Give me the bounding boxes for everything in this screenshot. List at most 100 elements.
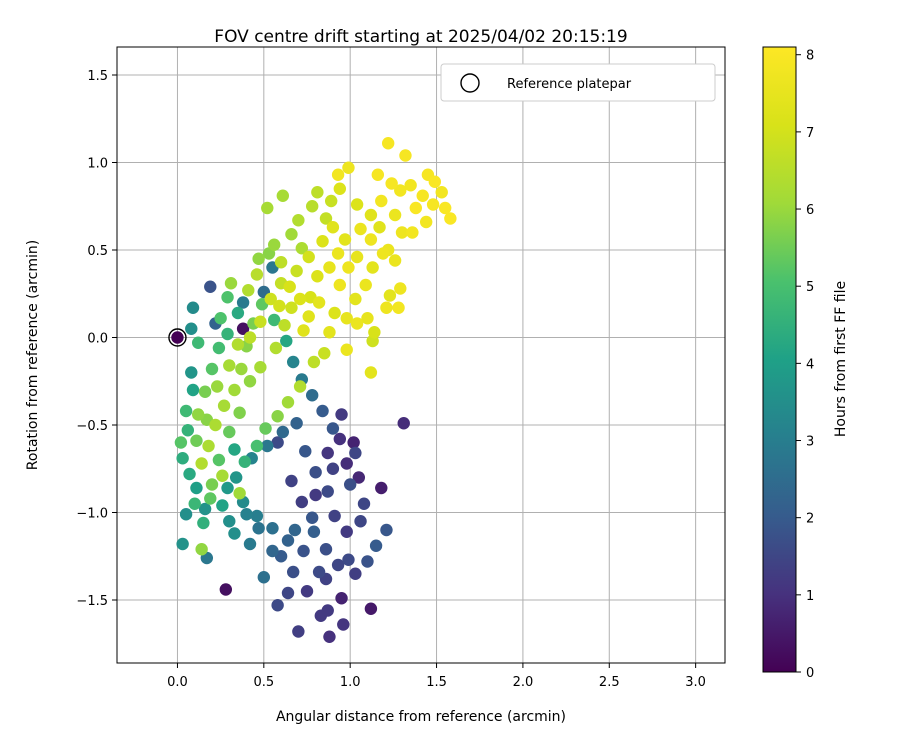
scatter-point <box>326 422 340 435</box>
scatter-point <box>305 200 319 213</box>
scatter-point <box>435 186 448 199</box>
scatter-point <box>376 247 390 260</box>
scatter-point <box>283 280 296 293</box>
colorbar-gradient <box>762 46 797 673</box>
scatter-point <box>319 212 333 225</box>
scatter-point <box>269 341 283 355</box>
scatter-point <box>235 362 248 376</box>
scatter-point <box>229 471 243 484</box>
scatter-point <box>261 439 274 453</box>
scatter-point <box>331 168 345 181</box>
scatter-point <box>212 453 226 467</box>
scatter-point <box>302 250 315 264</box>
scatter-point <box>326 221 340 234</box>
scatter-point <box>323 326 336 339</box>
scatter-point <box>210 380 224 393</box>
scatter-point <box>388 208 402 222</box>
scatter-point <box>267 238 281 251</box>
scatter-point <box>324 194 338 208</box>
scatter-point <box>299 445 312 458</box>
x-tick-label: 2.0 <box>513 675 534 690</box>
scatter-point <box>219 583 233 596</box>
scatter-point <box>223 425 236 439</box>
x-axis-label: Angular distance from reference (arcmin) <box>276 709 566 725</box>
colorbar-label: Hours from first FF file <box>833 281 849 437</box>
scatter-point <box>257 571 271 584</box>
scatter-point <box>204 492 217 505</box>
scatter-point <box>297 544 310 558</box>
scatter-point <box>444 212 457 225</box>
scatter-point <box>271 410 284 423</box>
scatter-point <box>254 315 267 328</box>
scatter-point <box>416 189 429 202</box>
scatter-point <box>252 252 265 265</box>
scatter-point <box>224 277 238 290</box>
scatter-point <box>364 602 378 615</box>
scatter-point <box>349 567 362 580</box>
scatter-point <box>254 361 267 374</box>
scatter-point <box>340 312 353 325</box>
scatter-point <box>250 268 264 281</box>
scatter-point <box>373 221 386 234</box>
scatter-point <box>323 630 336 643</box>
scatter-point <box>236 296 250 309</box>
scatter-point <box>438 201 452 215</box>
y-tick-label: 1.0 <box>87 157 108 172</box>
colorbar-ticks: 0 1 2 3 4 5 6 7 8 <box>796 49 814 681</box>
x-axis-ticks: 0.0 0.5 1.0 1.5 2.0 2.5 3.0 <box>167 663 706 690</box>
scatter-point <box>198 385 212 398</box>
scatter-point <box>342 161 355 174</box>
x-tick-label: 1.0 <box>340 675 361 690</box>
scatter-point <box>331 558 345 572</box>
scatter-point <box>311 270 324 283</box>
scatter-point <box>228 443 241 456</box>
scatter-point <box>267 313 281 327</box>
scatter-point <box>217 399 231 412</box>
scatter-point <box>186 383 200 397</box>
colorbar-tick-label: 8 <box>806 49 814 64</box>
scatter-point <box>228 527 241 540</box>
scatter-point <box>252 522 265 535</box>
scatter-point <box>205 362 219 376</box>
colorbar: 0 1 2 3 4 5 6 7 8 Hours from first FF file <box>762 46 849 681</box>
scatter-point <box>190 481 203 495</box>
scatter-point <box>388 254 402 267</box>
scatter-point <box>202 439 215 453</box>
y-tick-label: −0.5 <box>76 419 108 434</box>
scatter-point <box>361 555 374 568</box>
scatter-point <box>274 256 288 269</box>
scatter-point <box>406 226 419 239</box>
scatter-point <box>385 177 398 190</box>
scatter-point <box>305 511 319 524</box>
scatter-point <box>250 439 264 453</box>
scatter-point <box>292 214 305 227</box>
scatter-point <box>381 137 395 150</box>
x-tick-label: 0.0 <box>167 675 188 690</box>
scatter-point <box>328 509 341 523</box>
y-axis-ticks: 1.5 1.0 0.5 0.0 −0.5 −1.0 −1.5 <box>76 69 117 609</box>
scatter-point <box>419 215 433 229</box>
scatter-point <box>316 235 329 248</box>
scatter-point <box>335 408 348 421</box>
scatter-point <box>409 201 423 215</box>
scatter-point <box>293 292 307 306</box>
scatter-point <box>233 487 246 500</box>
scatter-point <box>383 289 397 302</box>
scatter-point <box>185 322 198 335</box>
scatter-point <box>273 299 286 313</box>
scatter-point <box>231 306 245 320</box>
scatter-point <box>212 341 226 355</box>
scatter-point <box>395 226 409 239</box>
scatter-point <box>366 261 379 274</box>
scatter-point <box>176 537 189 551</box>
scatter-point <box>285 301 298 314</box>
scatter-point <box>236 322 250 335</box>
scatter-point <box>176 452 189 465</box>
scatter-point <box>404 179 417 192</box>
y-tick-label: 0.0 <box>87 332 108 347</box>
scatter-point <box>354 222 367 236</box>
colorbar-tick-label: 0 <box>806 666 814 681</box>
scatter-point <box>285 474 298 488</box>
scatter-point <box>216 499 229 512</box>
scatter-point <box>288 523 302 537</box>
